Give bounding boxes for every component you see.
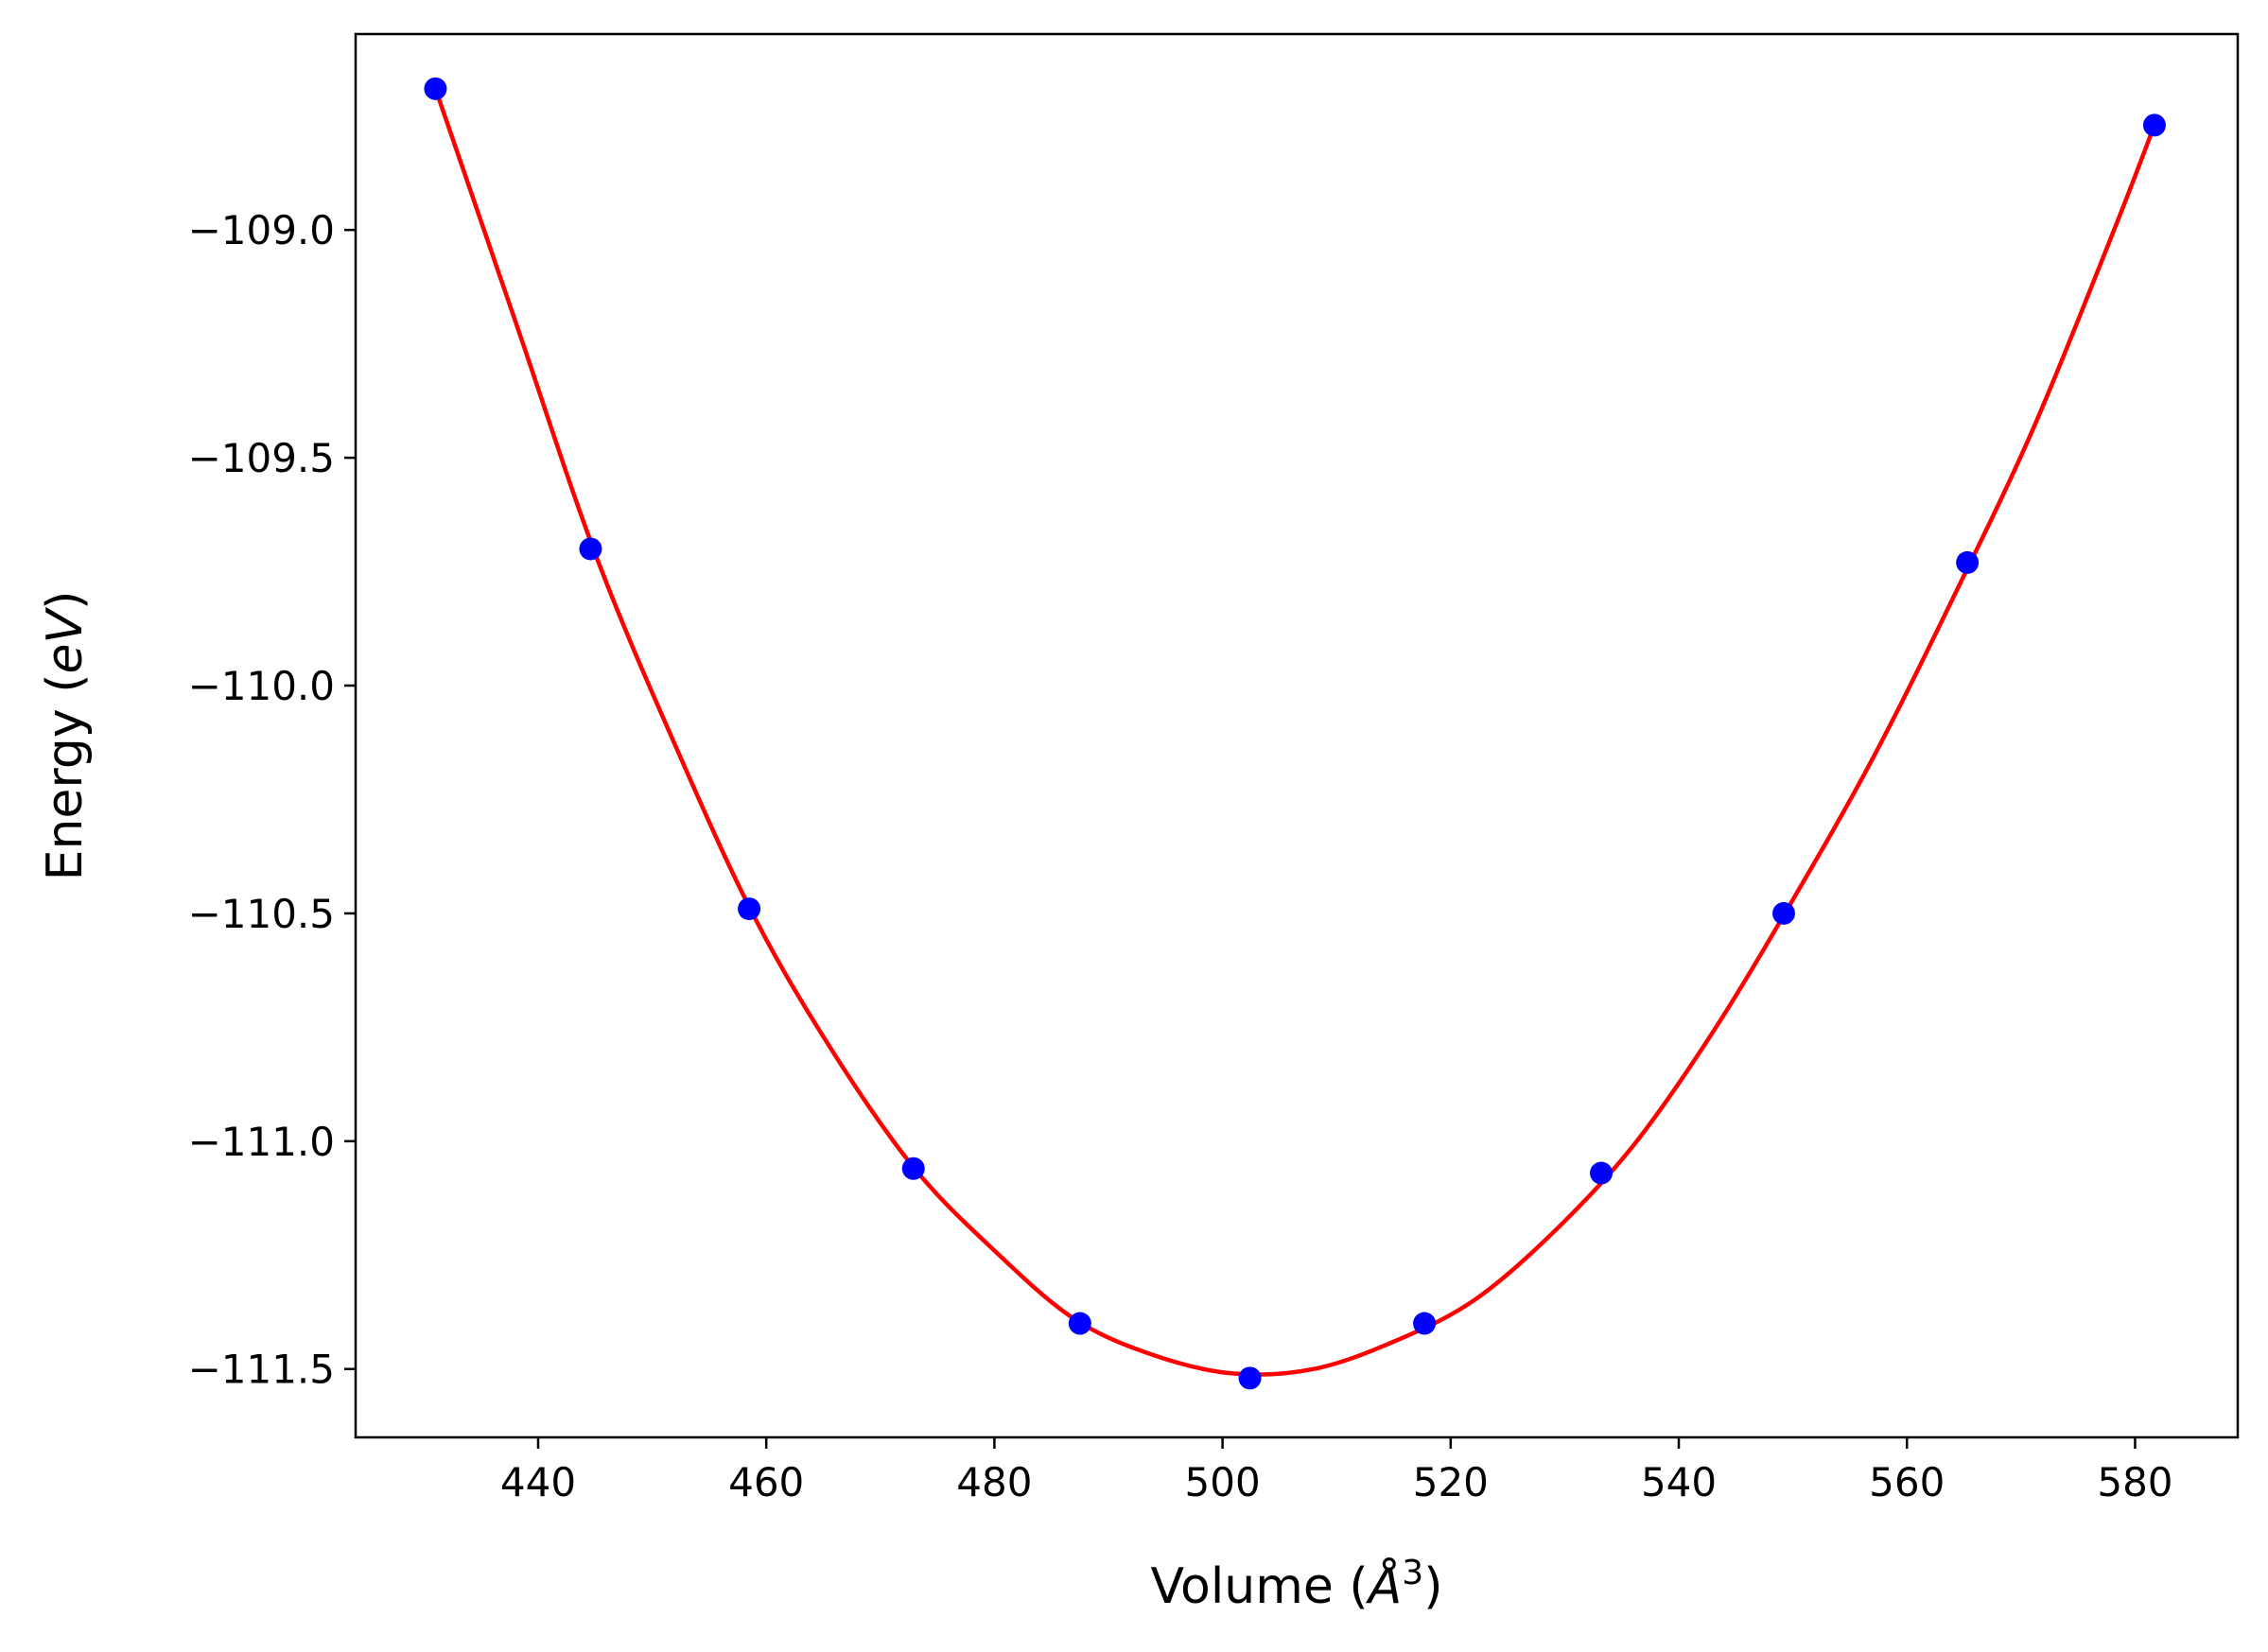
y-tick-label: −111.5 [188, 1347, 335, 1393]
data-point [738, 897, 761, 921]
y-axis-title: Energy (eV) [37, 591, 94, 881]
data-point [1590, 1161, 1614, 1185]
x-tick-label: 480 [956, 1459, 1032, 1505]
data-point [1956, 550, 1980, 574]
data-point [1771, 901, 1795, 925]
x-tick-label: 460 [728, 1459, 804, 1505]
data-point [579, 537, 602, 561]
data-point [424, 77, 447, 100]
x-tick-label: 540 [1641, 1459, 1717, 1505]
y-tick-label: −110.0 [188, 663, 335, 709]
fit-curve-layer [433, 88, 2157, 1377]
data-point [1068, 1312, 1091, 1335]
x-tick-label: 560 [1869, 1459, 1945, 1505]
x-axis-ticks: 440 460 480 500 520 540 560 580 [500, 1437, 2173, 1505]
x-tick-label: 440 [500, 1459, 576, 1505]
y-tick-label: −109.5 [188, 435, 335, 481]
y-tick-label: −110.5 [188, 891, 335, 937]
fit-curve-line [433, 88, 2157, 1377]
y-tick-label: −109.0 [188, 207, 335, 253]
data-point [2142, 113, 2166, 137]
y-axis-ticks: −109.0 −109.5 −110.0 −110.5 −111.0 −111.5 [188, 207, 356, 1393]
data-point [901, 1156, 925, 1180]
x-tick-label: 500 [1185, 1459, 1261, 1505]
x-axis-title: Volume (Å3) [1151, 1554, 1443, 1615]
y-tick-label: −111.0 [188, 1119, 335, 1165]
x-tick-label: 580 [2097, 1459, 2172, 1505]
x-tick-label: 520 [1413, 1459, 1489, 1505]
data-point [1238, 1366, 1262, 1390]
data-point [1413, 1312, 1437, 1335]
plot-frame [354, 32, 2240, 1439]
data-points-layer [424, 77, 2166, 1390]
